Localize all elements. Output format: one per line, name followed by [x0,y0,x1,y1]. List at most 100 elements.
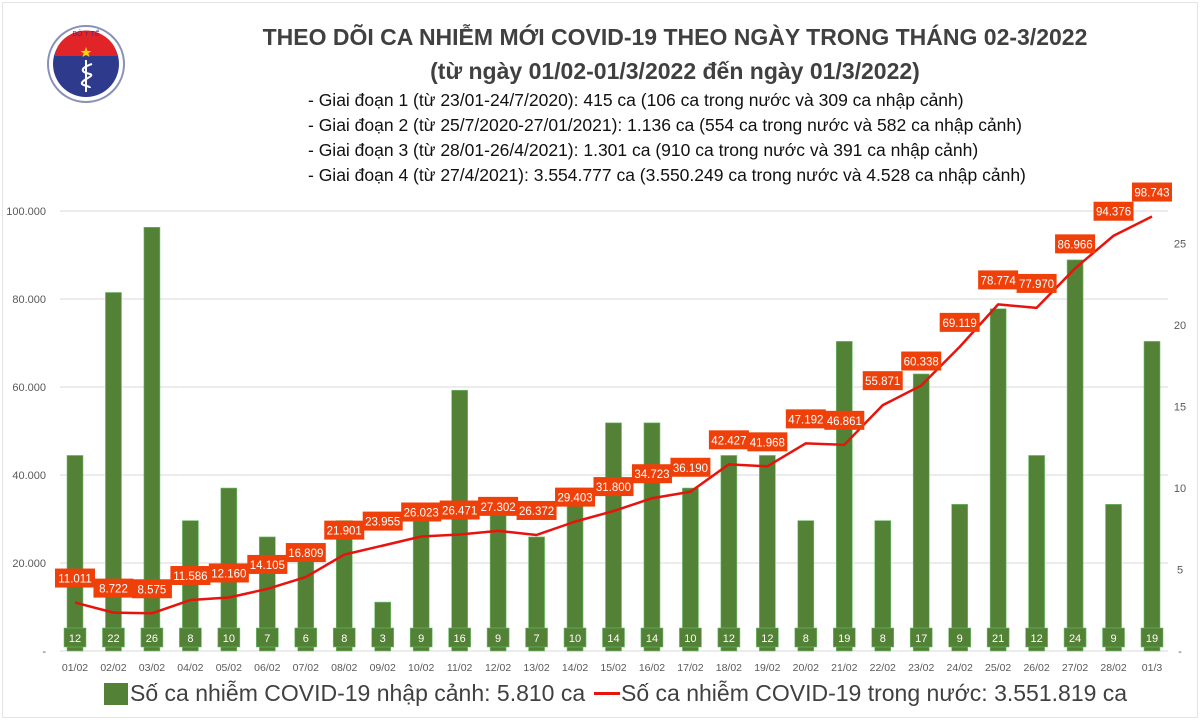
data-label-box-domestic [862,371,903,391]
data-label-domestic: 31.800 [596,482,631,494]
x-tick-label: 02/02 [100,662,126,674]
x-tick-label: 11/02 [447,662,473,674]
data-label-imported: 8 [187,633,193,645]
data-label-imported: 12 [723,633,735,645]
data-label-imported: 7 [264,633,270,645]
legend-item-imported: Số ca nhiễm COVID-19 nhập cảnh: 5.810 ca [104,680,585,707]
ministry-of-health-logo: BỘ Y TẾ [47,25,125,103]
x-tick-label: 28/02 [1100,662,1126,674]
data-label-box-imported [140,627,164,648]
data-label-box-imported [102,627,125,648]
data-label-box-imported [332,627,356,648]
data-label-domestic: 21.901 [327,526,362,538]
data-label-box-domestic [1132,182,1172,202]
data-label-domestic: 11.586 [173,571,207,583]
x-tick-label: 04/02 [177,662,203,674]
data-label-box-domestic [401,502,442,522]
data-label-domestic: 94.376 [1096,207,1131,219]
y-right-tick-label: 20 [1174,320,1186,332]
x-tick-label: 25/02 [985,662,1011,674]
data-label-domestic: 12.160 [211,568,246,580]
data-label-box-domestic [939,312,980,332]
legend-line-swatch [594,692,620,695]
data-label-box-domestic [1055,234,1096,254]
bar-imported [182,520,199,652]
data-label-domestic: 11.011 [58,574,91,586]
chart-title: THEO DÕI CA NHIỄM MỚI COVID-19 THEO NGÀY… [262,24,1088,50]
legend-label-imported: Số ca nhiễm COVID-19 nhập cảnh: 5.810 ca [130,680,586,706]
data-label-domestic: 27.302 [481,502,516,514]
data-label-box-imported [63,627,87,648]
phase-note: - Giai đoạn 2 (từ 25/7/2020-27/01/2021):… [308,115,1022,135]
data-label-box-domestic [478,496,519,516]
data-label-domestic: 98.743 [1134,188,1169,200]
phase-notes: - Giai đoạn 1 (từ 23/01-24/7/2020): 415 … [308,88,1026,188]
data-label-imported: 8 [803,633,809,645]
data-label-box-domestic [208,563,249,583]
x-tick-label: 21/02 [831,662,857,674]
y-right-tick-label: 15 [1174,402,1186,414]
data-label-box-domestic [1016,273,1057,293]
data-label-box-domestic [285,543,326,563]
data-label-box-domestic [901,351,942,371]
x-tick-label: 27/02 [1062,662,1088,674]
y-left-tick-label: 40.000 [12,470,46,482]
x-tick-label: 05/02 [216,662,242,674]
data-label-imported: 10 [223,633,235,645]
data-label-box-imported [371,627,395,648]
bar-imported [1143,341,1161,652]
y-right-tick-label: 10 [1174,483,1186,495]
phase-note: - Giai đoạn 3 (từ 28/01-26/4/2021): 1.30… [308,140,979,160]
data-label-imported: 17 [915,633,927,645]
bar-imported [66,455,84,652]
data-label-box-domestic [555,487,596,507]
legend-label-domestic: Số ca nhiễm COVID-19 trong nước: 3.551.8… [621,680,1128,706]
chart-subtitle: (từ ngày 01/02-01/3/2022 đến ngày 01/3/2… [430,58,920,84]
bar-imported [1105,504,1122,652]
data-label-imported: 3 [380,633,386,645]
data-label-domestic: 60.338 [904,357,939,369]
bar-imported [951,504,968,652]
data-label-box-imported [717,627,741,648]
data-label-box-domestic [362,511,403,531]
data-label-box-imported [563,627,587,648]
x-tick-label: 13/02 [523,662,549,674]
data-label-box-domestic [439,500,480,520]
data-label-imported: 8 [341,633,347,645]
data-label-imported: 7 [534,633,540,645]
y-left-tick-label: 60.000 [12,382,46,394]
data-label-box-domestic [247,554,288,574]
data-label-box-imported [602,627,625,648]
svg-text:BỘ Y TẾ: BỘ Y TẾ [72,28,100,38]
x-tick-label: 15/02 [600,662,626,674]
data-label-box-imported [794,627,818,648]
data-label-domestic: 77.970 [1019,279,1054,291]
data-label-domestic: 14.105 [250,560,285,572]
data-label-imported: 12 [69,633,81,645]
data-label-domestic: 69.119 [943,318,977,330]
data-label-box-imported [1063,627,1087,648]
data-label-box-imported [679,627,702,648]
data-label-domestic: 34.723 [634,469,669,481]
data-label-domestic: 26.471 [442,506,477,518]
data-label-imported: 10 [684,633,696,645]
data-label-imported: 9 [418,633,424,645]
x-tick-label: 24/02 [947,662,973,674]
x-tick-label: 16/02 [639,662,665,674]
data-label-box-domestic [670,457,711,477]
data-label-box-domestic [631,464,672,484]
data-label-domestic: 8.722 [99,584,128,596]
bar-imported [643,422,661,652]
data-label-imported: 12 [761,633,773,645]
bar-imported [605,422,622,652]
x-tick-label: 06/02 [254,662,280,674]
data-label-box-domestic [324,520,365,540]
data-label-box-domestic [824,410,865,430]
bar-imported [759,455,776,652]
y-left-tick-label: - [42,646,46,658]
data-label-imported: 9 [1110,633,1116,645]
data-label-domestic: 29.403 [557,493,592,505]
data-label-box-domestic [93,578,134,598]
